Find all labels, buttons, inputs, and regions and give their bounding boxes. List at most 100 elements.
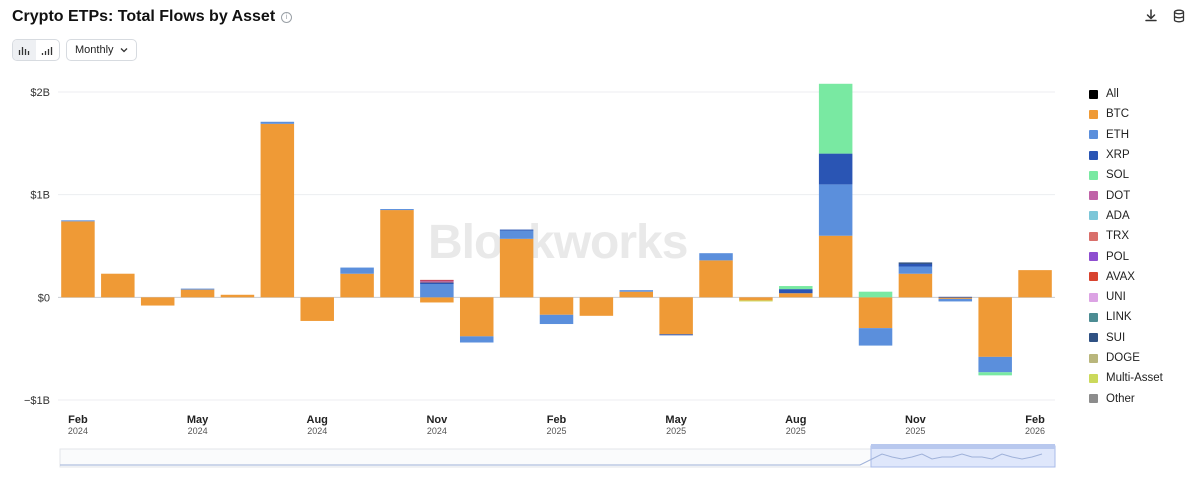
bar-eth-2026-01	[978, 356, 1012, 373]
bar-btc-2024-11	[420, 297, 454, 303]
y-tick-label: $0	[38, 292, 50, 304]
y-tick-label: $2B	[30, 87, 50, 99]
bar-avax-2024-11	[420, 279, 454, 281]
legend-label: ADA	[1106, 209, 1130, 222]
legend-swatch	[1089, 333, 1098, 343]
legend-swatch	[1089, 353, 1098, 363]
bar-trx-2024-11	[420, 281, 454, 283]
x-tick-month: Aug	[785, 414, 806, 426]
legend-swatch	[1089, 150, 1098, 160]
legend-swatch	[1089, 272, 1098, 282]
legend-item-doge[interactable]: DOGE	[1089, 348, 1163, 368]
bar-eth-2024-05	[180, 288, 215, 290]
top-toolbar	[1143, 8, 1187, 24]
x-tick-year: 2025	[905, 426, 925, 436]
legend-item-xrp[interactable]: XRP	[1089, 145, 1163, 165]
bar-xrp-2025-09	[818, 153, 853, 185]
bar-btc-2026-02	[1018, 270, 1052, 298]
chart-header: Crypto ETPs: Total Flows by Asset i	[12, 6, 293, 28]
x-tick-year: 2025	[666, 426, 686, 436]
bar-btc-2024-12	[459, 297, 494, 337]
legend-label: SOL	[1106, 169, 1130, 182]
x-tick-month: Nov	[905, 414, 927, 426]
bar-sol-2025-08	[779, 286, 813, 290]
legend-item-sui[interactable]: SUI	[1089, 328, 1163, 348]
info-icon[interactable]: i	[281, 11, 293, 23]
legend-item-sol[interactable]: SOL	[1089, 165, 1163, 185]
bar-chart-icon[interactable]	[13, 40, 36, 60]
database-icon[interactable]	[1171, 8, 1187, 24]
legend-label: XRP	[1106, 149, 1130, 162]
legend-swatch	[1089, 211, 1098, 221]
view-toggle	[12, 39, 60, 61]
legend-swatch	[1089, 292, 1098, 302]
x-tick-month: Feb	[68, 414, 88, 426]
legend-label: All	[1106, 88, 1119, 101]
chart-title: Crypto ETPs: Total Flows by Asset	[12, 8, 276, 25]
legend-item-multi-asset[interactable]: Multi-Asset	[1089, 368, 1163, 388]
legend-swatch	[1089, 231, 1098, 241]
bar-btc-2024-05	[180, 289, 215, 298]
bar-xrp-2024-11	[420, 282, 454, 284]
legend-swatch	[1089, 170, 1098, 180]
x-tick-month: Aug	[307, 414, 328, 426]
legend-swatch	[1089, 109, 1098, 119]
legend-label: ETH	[1106, 128, 1129, 141]
bar-eth-2025-11	[898, 266, 933, 274]
bar-eth-2025-01	[499, 230, 534, 239]
bar-eth-2024-12	[459, 336, 494, 343]
legend-swatch	[1089, 373, 1098, 383]
bar-btc-2026-01	[978, 297, 1012, 357]
bar-xrp-2025-01	[499, 229, 534, 231]
bar-btc-2025-06	[699, 260, 733, 298]
legend-label: TRX	[1106, 230, 1129, 243]
x-tick-month: Feb	[547, 414, 567, 426]
legend: All BTC ETH XRP SOL DOT ADA TRX POL AVAX UNI LINK SU…	[1089, 84, 1163, 409]
legend-item-dot[interactable]: DOT	[1089, 185, 1163, 205]
range-handle-bar	[871, 444, 1055, 449]
interval-label: Monthly	[75, 44, 114, 56]
interval-dropdown[interactable]: Monthly	[66, 39, 137, 61]
legend-swatch	[1089, 312, 1098, 322]
bar-btc-2025-01	[499, 238, 534, 298]
legend-swatch	[1089, 394, 1098, 404]
bar-btc-2024-04	[140, 297, 175, 306]
legend-item-uni[interactable]: UNI	[1089, 287, 1163, 307]
bar-btc-2025-11	[898, 273, 933, 298]
bar-btc-2024-06	[220, 294, 255, 298]
bar-eth-2024-09	[340, 267, 374, 274]
bar-eth-2025-06	[699, 253, 733, 261]
download-icon[interactable]	[1143, 8, 1159, 24]
x-tick-month: May	[665, 414, 687, 426]
bar-sol-2025-10	[858, 291, 893, 298]
range-selection	[870, 445, 1056, 468]
legend-label: POL	[1106, 250, 1130, 263]
bar-btc-2025-08	[779, 293, 813, 298]
bar-sui-2025-11	[898, 262, 933, 264]
bar-btc-2024-07	[260, 123, 295, 298]
legend-item-pol[interactable]: POL	[1089, 246, 1163, 266]
legend-item-eth[interactable]: ETH	[1089, 125, 1163, 145]
legend-item-btc[interactable]: BTC	[1089, 104, 1163, 124]
legend-label: Multi-Asset	[1106, 372, 1163, 385]
legend-swatch	[1089, 252, 1098, 262]
legend-item-link[interactable]: LINK	[1089, 307, 1163, 327]
bar-btc-2025-03	[579, 297, 614, 316]
bar-pol-2024-11	[420, 280, 454, 282]
legend-item-trx[interactable]: TRX	[1089, 226, 1163, 246]
bar-btc-2025-02	[539, 297, 574, 315]
x-tick-year: 2024	[427, 426, 447, 436]
legend-item-avax[interactable]: AVAX	[1089, 267, 1163, 287]
bar-xrp-2025-08	[779, 289, 813, 294]
legend-label: Other	[1106, 392, 1135, 405]
bar-btc-2025-04	[619, 291, 654, 298]
legend-item-other[interactable]: Other	[1089, 388, 1163, 408]
legend-item-ada[interactable]: ADA	[1089, 206, 1163, 226]
bar-chart-ascending-icon[interactable]	[36, 40, 59, 60]
y-tick-label: −$1B	[24, 395, 50, 407]
legend-swatch	[1089, 130, 1098, 140]
x-tick-month: May	[187, 414, 209, 426]
bar-eth-2025-12	[938, 298, 973, 302]
legend-label: BTC	[1106, 108, 1129, 121]
legend-item-all[interactable]: All	[1089, 84, 1163, 104]
